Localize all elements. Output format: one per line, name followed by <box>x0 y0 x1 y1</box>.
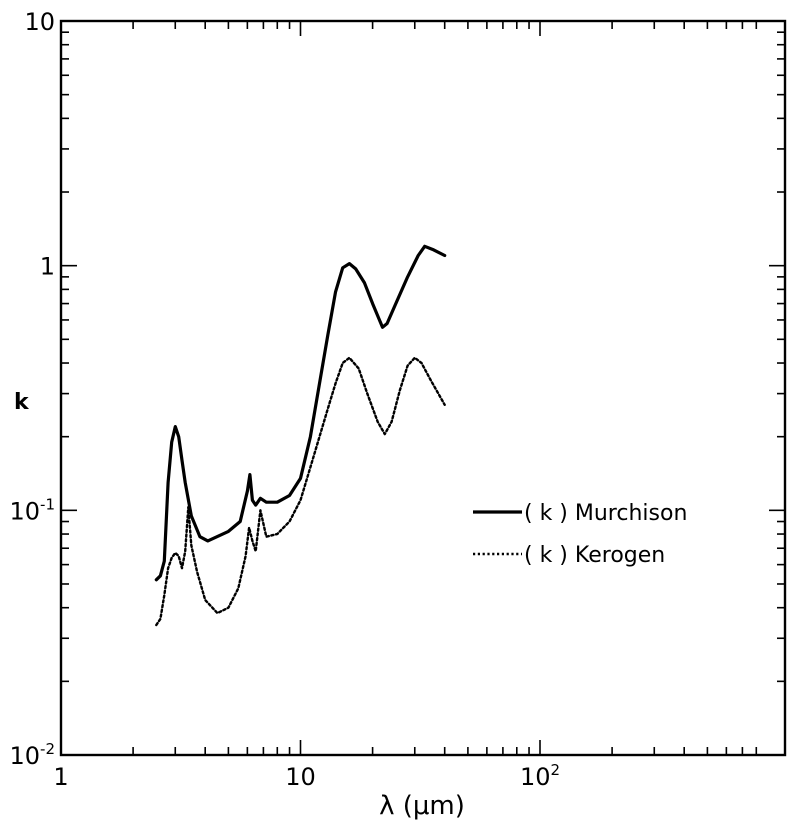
x-tick-label: 102 <box>520 761 560 791</box>
legend-label-murchison: ( k ) Murchison <box>524 501 687 526</box>
y-axis-label: k <box>14 390 30 415</box>
x-tick-label: 1 <box>53 763 68 791</box>
y-tick-label: 10 <box>24 8 55 36</box>
y-tick-label: 10-2 <box>9 740 55 770</box>
tick-labels: 1 10 102 10-2 10-1 1 10 <box>9 8 560 791</box>
x-axis-label: λ (μm) <box>379 791 465 821</box>
tick-marks <box>60 21 785 756</box>
legend-label-kerogen: ( k ) Kerogen <box>524 543 665 568</box>
series-layer <box>154 244 447 627</box>
x-tick-label: 10 <box>285 763 316 791</box>
y-tick-label: 1 <box>40 253 55 281</box>
legend: ( k ) Murchison ( k ) Kerogen <box>473 501 687 568</box>
y-tick-label: 10-1 <box>9 495 55 525</box>
plot-area-frame <box>59 19 787 757</box>
series-murchison-line <box>154 244 447 582</box>
series-kerogen-line <box>155 356 446 627</box>
